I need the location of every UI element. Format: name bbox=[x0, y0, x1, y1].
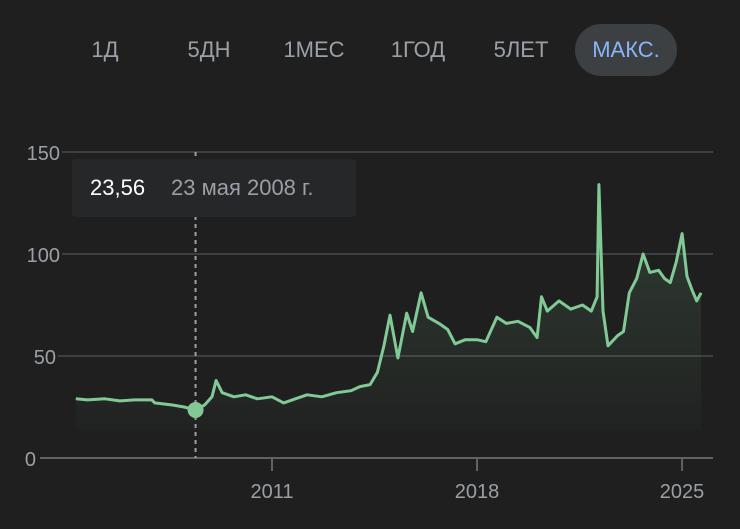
y-tick-label: 0 bbox=[25, 449, 36, 471]
y-tick-label: 100 bbox=[27, 245, 60, 267]
range-max[interactable]: МАКС. bbox=[575, 24, 677, 76]
tooltip-value: 23,56 bbox=[90, 175, 146, 200]
range-selector: 1Д 5ДН 1МЕС 1ГОД 5ЛЕТ МАКС. bbox=[0, 24, 740, 76]
range-1y[interactable]: 1ГОД bbox=[390, 37, 446, 62]
range-1m[interactable]: 1МЕС bbox=[283, 37, 345, 62]
price-line bbox=[75, 183, 703, 412]
range-5y[interactable]: 5ЛЕТ bbox=[493, 37, 549, 62]
y-tick-label: 50 bbox=[34, 347, 56, 369]
range-1d[interactable]: 1Д bbox=[91, 37, 119, 62]
y-tick-label: 150 bbox=[27, 143, 60, 165]
x-tick-label: 2018 bbox=[455, 481, 500, 503]
hover-point bbox=[187, 401, 204, 418]
range-5d[interactable]: 5ДН bbox=[187, 37, 231, 62]
x-tick-label: 2011 bbox=[250, 481, 293, 503]
tooltip-date: 23 мая 2008 г. bbox=[171, 175, 314, 200]
tooltip: 23,56 23 мая 2008 г. bbox=[72, 159, 356, 217]
price-area bbox=[75, 184, 702, 430]
x-tick-label: 2025 bbox=[660, 481, 705, 503]
